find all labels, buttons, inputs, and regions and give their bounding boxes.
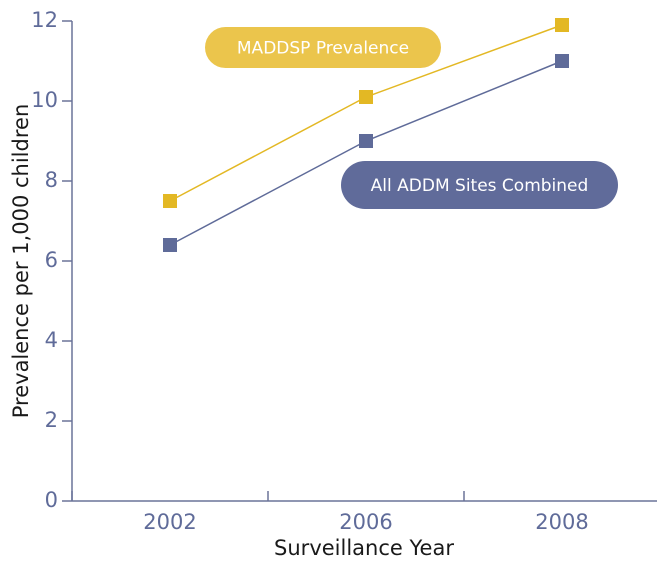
legend-label: All ADDM Sites Combined bbox=[371, 176, 589, 196]
point-marker bbox=[555, 18, 569, 32]
point-marker bbox=[555, 54, 569, 68]
x-tick-label: 2006 bbox=[339, 510, 392, 534]
y-tick-label: 4 bbox=[45, 328, 58, 352]
point-marker bbox=[163, 238, 177, 252]
point-marker bbox=[359, 90, 373, 104]
y-tick-label: 2 bbox=[45, 408, 58, 432]
series-line bbox=[169, 60, 563, 246]
point-marker bbox=[163, 194, 177, 208]
x-tick-label: 2008 bbox=[535, 510, 588, 534]
y-tick-label: 6 bbox=[45, 248, 58, 272]
y-tick-label: 12 bbox=[31, 8, 58, 32]
y-tick-label: 0 bbox=[45, 488, 58, 512]
x-axis-title: Surveillance Year bbox=[274, 536, 454, 560]
legend-label: MADDSP Prevalence bbox=[237, 39, 409, 59]
y-tick-label: 10 bbox=[31, 88, 58, 112]
legend-tag bbox=[205, 27, 441, 68]
legend-tag bbox=[341, 161, 618, 209]
x-tick-label: 2002 bbox=[143, 510, 196, 534]
point-marker bbox=[359, 134, 373, 148]
y-tick-label: 8 bbox=[45, 168, 58, 192]
y-axis-title: Prevalence per 1,000 children bbox=[9, 104, 33, 419]
